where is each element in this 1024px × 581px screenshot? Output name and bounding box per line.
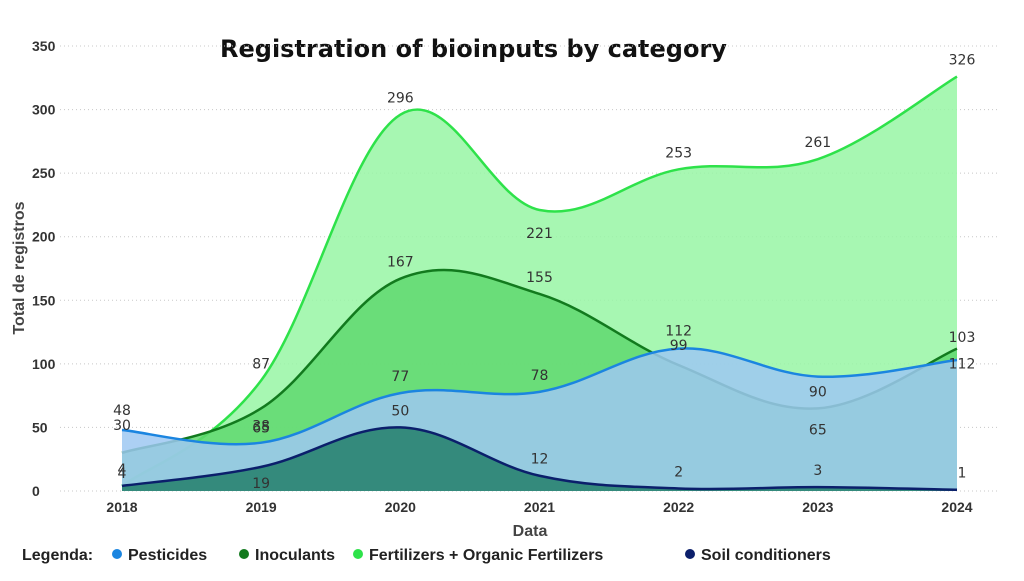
x-tick-label: 2024 bbox=[941, 499, 972, 515]
data-label-inoculants: 112 bbox=[949, 357, 976, 373]
data-label-fertilizers-organic-fertilizers: 326 bbox=[949, 53, 976, 69]
data-label-pesticides: 112 bbox=[665, 324, 692, 340]
y-tick-label: 100 bbox=[32, 356, 56, 372]
data-label-fertilizers-organic-fertilizers: 221 bbox=[526, 226, 553, 242]
data-label-inoculants: 65 bbox=[809, 422, 827, 438]
x-tick-label: 2022 bbox=[663, 499, 694, 515]
y-tick-label: 50 bbox=[32, 419, 48, 435]
area-layer bbox=[121, 75, 958, 491]
data-label-fertilizers-organic-fertilizers: 261 bbox=[804, 135, 831, 151]
y-tick-label: 300 bbox=[32, 102, 56, 118]
y-axis-label: Total de registros bbox=[11, 201, 28, 334]
data-label-inoculants: 65 bbox=[252, 420, 270, 436]
line-fertilizers-organic-fertilizers bbox=[121, 75, 958, 487]
data-label-soil-conditioners: 19 bbox=[252, 476, 270, 492]
x-tick-label: 2020 bbox=[385, 499, 416, 515]
data-label-pesticides: 48 bbox=[113, 403, 131, 419]
data-label-fertilizers-organic-fertilizers: 4 bbox=[118, 462, 127, 478]
x-tick-label: 2021 bbox=[524, 499, 555, 515]
data-label-inoculants: 155 bbox=[526, 270, 553, 286]
data-label-inoculants: 167 bbox=[387, 255, 414, 271]
y-tick-label: 150 bbox=[32, 292, 56, 308]
y-tick-label: 250 bbox=[32, 165, 56, 181]
legend-label-pesticides: Pesticides bbox=[128, 547, 207, 564]
data-label-pesticides: 78 bbox=[531, 368, 549, 384]
x-tick-label: 2018 bbox=[106, 499, 137, 515]
data-label-fertilizers-organic-fertilizers: 87 bbox=[252, 356, 270, 372]
y-tick-label: 350 bbox=[32, 38, 56, 54]
x-tick-label: 2019 bbox=[246, 499, 277, 515]
data-label-pesticides: 38 bbox=[252, 419, 270, 435]
data-label-fertilizers-organic-fertilizers: 253 bbox=[665, 145, 692, 161]
data-label-soil-conditioners: 4 bbox=[118, 466, 127, 482]
data-label-soil-conditioners: 2 bbox=[674, 464, 683, 480]
data-label-soil-conditioners: 1 bbox=[958, 466, 967, 482]
legend-title: Legenda: bbox=[22, 547, 93, 564]
legend-label-inoculants: Inoculants bbox=[255, 547, 335, 564]
data-label-soil-conditioners: 50 bbox=[391, 403, 409, 419]
data-label-pesticides: 77 bbox=[391, 369, 409, 385]
x-tick-label: 2023 bbox=[802, 499, 833, 515]
data-label-pesticides: 103 bbox=[949, 330, 976, 346]
data-label-inoculants: 99 bbox=[670, 338, 688, 354]
legend: Legenda: Pesticides Inoculants Fertilizers… bbox=[22, 547, 831, 564]
line-pesticides bbox=[121, 347, 958, 446]
legend-marker-inoculants bbox=[239, 549, 249, 559]
legend-marker-fertilizers-organic-fertilizers bbox=[353, 549, 363, 559]
y-tick-label: 0 bbox=[32, 483, 40, 499]
data-label-soil-conditioners: 12 bbox=[531, 452, 549, 468]
data-label-inoculants: 30 bbox=[113, 418, 131, 434]
chart-title: Registration of bioinputs by category bbox=[220, 35, 727, 63]
x-axis-label: Data bbox=[513, 523, 548, 540]
legend-label-soil-conditioners: Soil conditioners bbox=[701, 547, 831, 564]
legend-label-fertilizers-organic-fertilizers: Fertilizers + Organic Fertilizers bbox=[369, 547, 603, 564]
line-soil-conditioners bbox=[121, 426, 958, 491]
data-label-pesticides: 90 bbox=[809, 385, 827, 401]
y-tick-label: 200 bbox=[32, 229, 56, 245]
legend-marker-pesticides bbox=[112, 549, 122, 559]
data-label-soil-conditioners: 3 bbox=[813, 463, 822, 479]
data-label-fertilizers-organic-fertilizers: 296 bbox=[387, 91, 414, 107]
legend-marker-soil-conditioners bbox=[685, 549, 695, 559]
